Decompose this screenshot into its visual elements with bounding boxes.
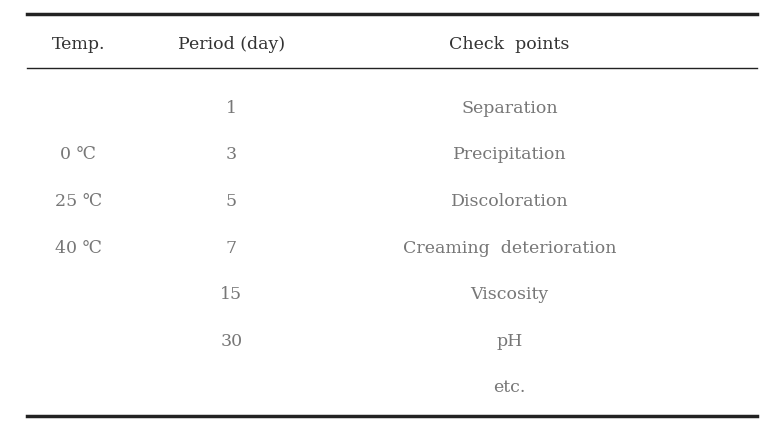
- Text: 25 ℃: 25 ℃: [55, 193, 102, 210]
- Text: etc.: etc.: [493, 379, 526, 396]
- Text: 3: 3: [226, 146, 237, 163]
- Text: Viscosity: Viscosity: [470, 286, 549, 303]
- Text: Creaming  deterioration: Creaming deterioration: [403, 240, 616, 257]
- Text: Temp.: Temp.: [52, 36, 105, 53]
- Text: 30: 30: [220, 333, 242, 350]
- Text: 5: 5: [226, 193, 237, 210]
- Text: Period (day): Period (day): [178, 36, 285, 53]
- Text: 7: 7: [226, 240, 237, 257]
- Text: Precipitation: Precipitation: [453, 146, 566, 163]
- Text: Check  points: Check points: [449, 36, 570, 53]
- Text: pH: pH: [496, 333, 523, 350]
- Text: 0 ℃: 0 ℃: [60, 146, 96, 163]
- Text: 40 ℃: 40 ℃: [55, 240, 102, 257]
- Text: 15: 15: [220, 286, 242, 303]
- Text: 1: 1: [226, 100, 237, 117]
- Text: Separation: Separation: [461, 100, 558, 117]
- Text: Discoloration: Discoloration: [451, 193, 568, 210]
